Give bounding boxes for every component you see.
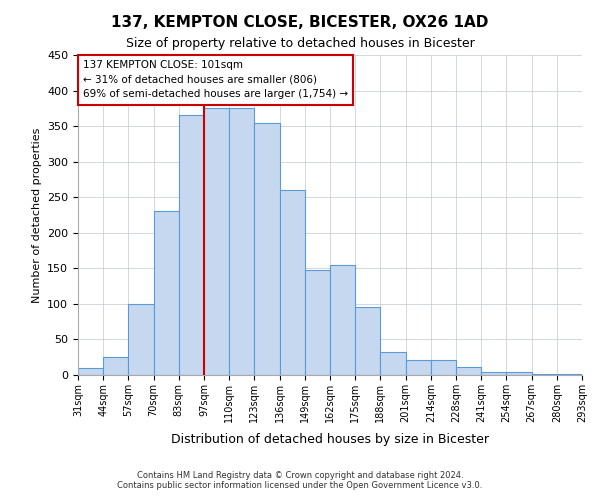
X-axis label: Distribution of detached houses by size in Bicester: Distribution of detached houses by size … xyxy=(171,433,489,446)
Bar xyxy=(380,352,406,375)
Bar xyxy=(154,212,179,375)
Bar xyxy=(456,367,481,375)
Bar xyxy=(305,270,330,375)
Bar xyxy=(406,360,431,375)
Bar xyxy=(532,374,557,375)
Bar xyxy=(481,372,506,375)
Bar xyxy=(78,368,103,375)
Bar xyxy=(557,374,582,375)
Bar xyxy=(431,360,456,375)
Text: 137, KEMPTON CLOSE, BICESTER, OX26 1AD: 137, KEMPTON CLOSE, BICESTER, OX26 1AD xyxy=(112,15,488,30)
Text: Contains HM Land Registry data © Crown copyright and database right 2024.
Contai: Contains HM Land Registry data © Crown c… xyxy=(118,470,482,490)
Bar xyxy=(204,108,229,375)
Y-axis label: Number of detached properties: Number of detached properties xyxy=(32,128,41,302)
Bar xyxy=(103,357,128,375)
Text: Size of property relative to detached houses in Bicester: Size of property relative to detached ho… xyxy=(125,38,475,51)
Bar xyxy=(330,265,355,375)
Bar xyxy=(355,308,380,375)
Bar xyxy=(280,190,305,375)
Text: 137 KEMPTON CLOSE: 101sqm
← 31% of detached houses are smaller (806)
69% of semi: 137 KEMPTON CLOSE: 101sqm ← 31% of detac… xyxy=(83,60,348,100)
Bar xyxy=(128,304,154,375)
Bar xyxy=(506,372,532,375)
Bar xyxy=(254,122,280,375)
Bar xyxy=(229,108,254,375)
Bar xyxy=(179,116,204,375)
